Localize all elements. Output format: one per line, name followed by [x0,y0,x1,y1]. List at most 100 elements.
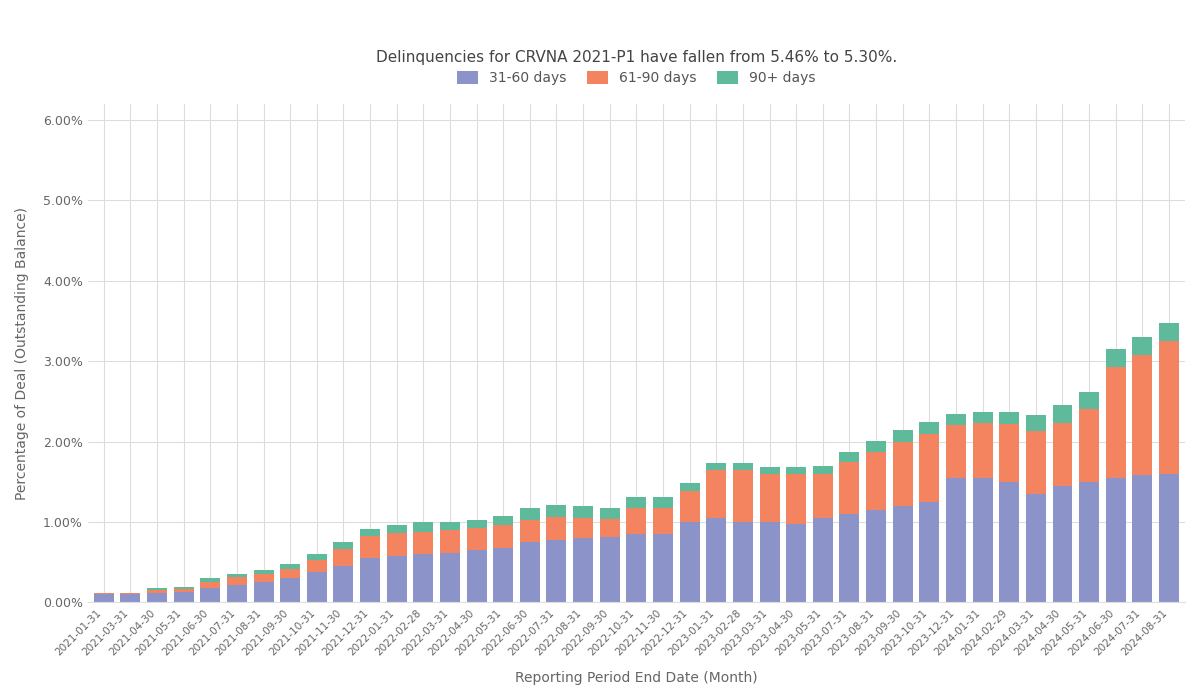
Bar [520,508,540,519]
Bar [919,433,940,502]
Bar [334,542,354,549]
Bar [946,414,966,426]
Bar [1052,486,1073,603]
Bar [893,430,913,442]
Bar [307,572,326,603]
Bar [1079,392,1099,410]
Bar [227,573,247,577]
Bar [866,441,886,452]
Bar [148,593,167,603]
Bar [840,514,859,603]
Bar [440,530,460,552]
Bar [786,524,806,603]
Bar [812,466,833,474]
Bar [1026,494,1046,603]
Bar [1105,478,1126,603]
Bar [707,470,726,518]
Bar [919,502,940,603]
Bar [413,522,433,532]
Bar [1000,424,1019,482]
Bar [1159,323,1180,341]
Bar [467,528,486,550]
Bar [574,518,593,538]
Bar [679,484,700,491]
Bar [1026,415,1046,431]
Bar [733,522,752,603]
Bar [812,518,833,603]
Bar [280,568,300,578]
Bar [733,463,752,470]
Bar [866,452,886,510]
Bar [1105,349,1126,367]
Bar [600,519,619,536]
Bar [148,589,167,593]
Bar [1052,423,1073,486]
Bar [413,532,433,554]
Bar [546,517,566,540]
Bar [148,588,167,589]
Bar [520,519,540,542]
Bar [253,582,274,603]
Bar [227,577,247,584]
Bar [280,564,300,568]
Legend: 31-60 days, 61-90 days, 90+ days: 31-60 days, 61-90 days, 90+ days [451,66,821,91]
Bar [360,536,380,558]
Bar [653,534,673,603]
Bar [120,593,140,594]
X-axis label: Reporting Period End Date (Month): Reporting Period End Date (Month) [515,671,757,685]
Bar [334,549,354,566]
Bar [307,560,326,572]
Bar [893,442,913,506]
Bar [600,508,619,519]
Bar [1052,405,1073,423]
Bar [946,426,966,478]
Bar [1000,482,1019,603]
Bar [760,468,780,474]
Bar [280,578,300,603]
Bar [546,540,566,603]
Bar [626,534,647,603]
Bar [493,525,514,548]
Title: Delinquencies for CRVNA 2021-P1 have fallen from 5.46% to 5.30%.: Delinquencies for CRVNA 2021-P1 have fal… [376,50,898,65]
Bar [653,497,673,508]
Bar [600,536,619,603]
Bar [626,497,647,508]
Bar [307,554,326,560]
Bar [1105,367,1126,478]
Bar [946,478,966,603]
Bar [200,578,221,582]
Y-axis label: Percentage of Deal (Outstanding Balance): Percentage of Deal (Outstanding Balance) [16,206,29,500]
Bar [973,478,992,603]
Bar [973,423,992,478]
Bar [1000,412,1019,424]
Bar [120,594,140,603]
Bar [760,474,780,522]
Bar [919,422,940,433]
Bar [386,556,407,603]
Bar [174,592,193,603]
Bar [866,510,886,603]
Bar [1026,431,1046,494]
Bar [760,522,780,603]
Bar [493,516,514,525]
Bar [893,506,913,603]
Bar [574,538,593,603]
Bar [334,566,354,603]
Bar [467,519,486,528]
Bar [440,552,460,603]
Bar [200,582,221,588]
Bar [679,491,700,522]
Bar [253,570,274,574]
Bar [812,474,833,518]
Bar [653,508,673,534]
Bar [174,587,193,589]
Bar [360,529,380,536]
Bar [200,588,221,603]
Bar [679,522,700,603]
Bar [1133,355,1152,475]
Bar [386,525,407,533]
Bar [386,533,407,556]
Bar [1133,337,1152,355]
Bar [707,518,726,603]
Bar [786,468,806,474]
